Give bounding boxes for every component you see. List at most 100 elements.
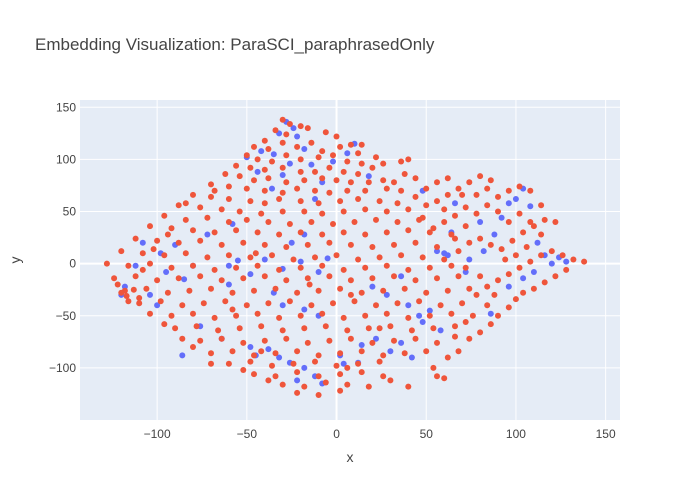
data-point [319, 148, 326, 155]
data-point [498, 246, 505, 253]
data-point [527, 258, 534, 265]
data-point [394, 300, 401, 307]
data-point [365, 383, 372, 390]
data-point [279, 302, 286, 309]
data-point [208, 193, 214, 200]
data-point [306, 281, 313, 288]
data-point [408, 327, 415, 334]
data-point [139, 266, 146, 273]
data-point [190, 344, 196, 350]
data-point [136, 300, 143, 307]
data-point [340, 314, 347, 321]
data-point [344, 327, 351, 334]
data-point [229, 289, 236, 296]
data-point [351, 219, 358, 225]
data-point [548, 248, 555, 255]
data-point [286, 121, 293, 127]
data-point [211, 187, 218, 194]
data-point [283, 179, 290, 186]
data-point [297, 264, 304, 271]
data-point [423, 289, 430, 296]
data-point [373, 335, 379, 342]
data-point [380, 287, 387, 294]
data-point [419, 214, 426, 221]
data-point [505, 187, 512, 194]
data-point [344, 158, 351, 165]
data-point [405, 302, 412, 309]
data-point [541, 216, 548, 223]
data-point [304, 125, 311, 132]
data-point [538, 231, 545, 238]
data-point [477, 273, 484, 280]
data-point [319, 210, 326, 217]
data-point [405, 266, 412, 273]
data-point [197, 337, 204, 344]
data-point [294, 143, 301, 150]
data-point [193, 323, 200, 330]
data-point [434, 179, 440, 186]
data-point [563, 258, 570, 265]
data-point [462, 204, 469, 211]
data-point [362, 187, 369, 194]
data-point [412, 277, 419, 284]
data-point [251, 352, 257, 359]
data-point [434, 248, 440, 255]
x-tick-label: 0 [333, 427, 340, 441]
data-point [484, 185, 491, 192]
data-point [283, 244, 290, 250]
data-point [434, 339, 440, 346]
data-point [265, 219, 272, 225]
data-point [147, 291, 153, 298]
data-point [441, 206, 448, 213]
y-tick-label: 0 [69, 257, 76, 271]
data-point [387, 348, 394, 355]
data-point [527, 203, 534, 210]
data-point [272, 373, 279, 380]
data-point [229, 306, 236, 313]
data-point [322, 129, 329, 136]
data-point [412, 239, 419, 246]
data-point [286, 221, 293, 227]
data-point [215, 327, 222, 334]
data-point [333, 133, 340, 140]
data-point [261, 256, 268, 263]
data-point [523, 244, 530, 250]
data-point [312, 168, 318, 175]
data-point [344, 150, 351, 157]
data-point [301, 146, 308, 152]
data-point [225, 252, 232, 259]
data-point [326, 189, 333, 196]
data-point [301, 208, 308, 215]
data-point [534, 239, 541, 246]
data-point [333, 177, 340, 184]
data-point [466, 335, 473, 342]
data-point [387, 377, 394, 384]
y-tick-label: 100 [56, 152, 76, 166]
data-point [270, 151, 277, 158]
data-point [434, 373, 440, 380]
data-point [225, 196, 232, 202]
data-point [132, 273, 139, 280]
data-point [405, 383, 412, 390]
data-point [373, 154, 379, 161]
data-point [484, 302, 491, 309]
data-point [294, 389, 301, 396]
data-point [333, 252, 340, 259]
data-point [315, 154, 322, 161]
data-point [251, 143, 257, 150]
data-point [222, 171, 229, 177]
data-point [434, 198, 440, 205]
data-point [290, 256, 297, 263]
data-point [301, 306, 308, 313]
data-point [276, 354, 283, 361]
data-point [279, 164, 286, 171]
data-point [434, 275, 440, 282]
data-point [398, 273, 405, 280]
data-point [426, 264, 433, 271]
data-point [161, 212, 168, 219]
data-point [502, 256, 509, 263]
data-point [297, 123, 304, 130]
data-point [261, 337, 268, 344]
y-tick-label: −50 [56, 309, 77, 323]
data-point [279, 139, 286, 146]
